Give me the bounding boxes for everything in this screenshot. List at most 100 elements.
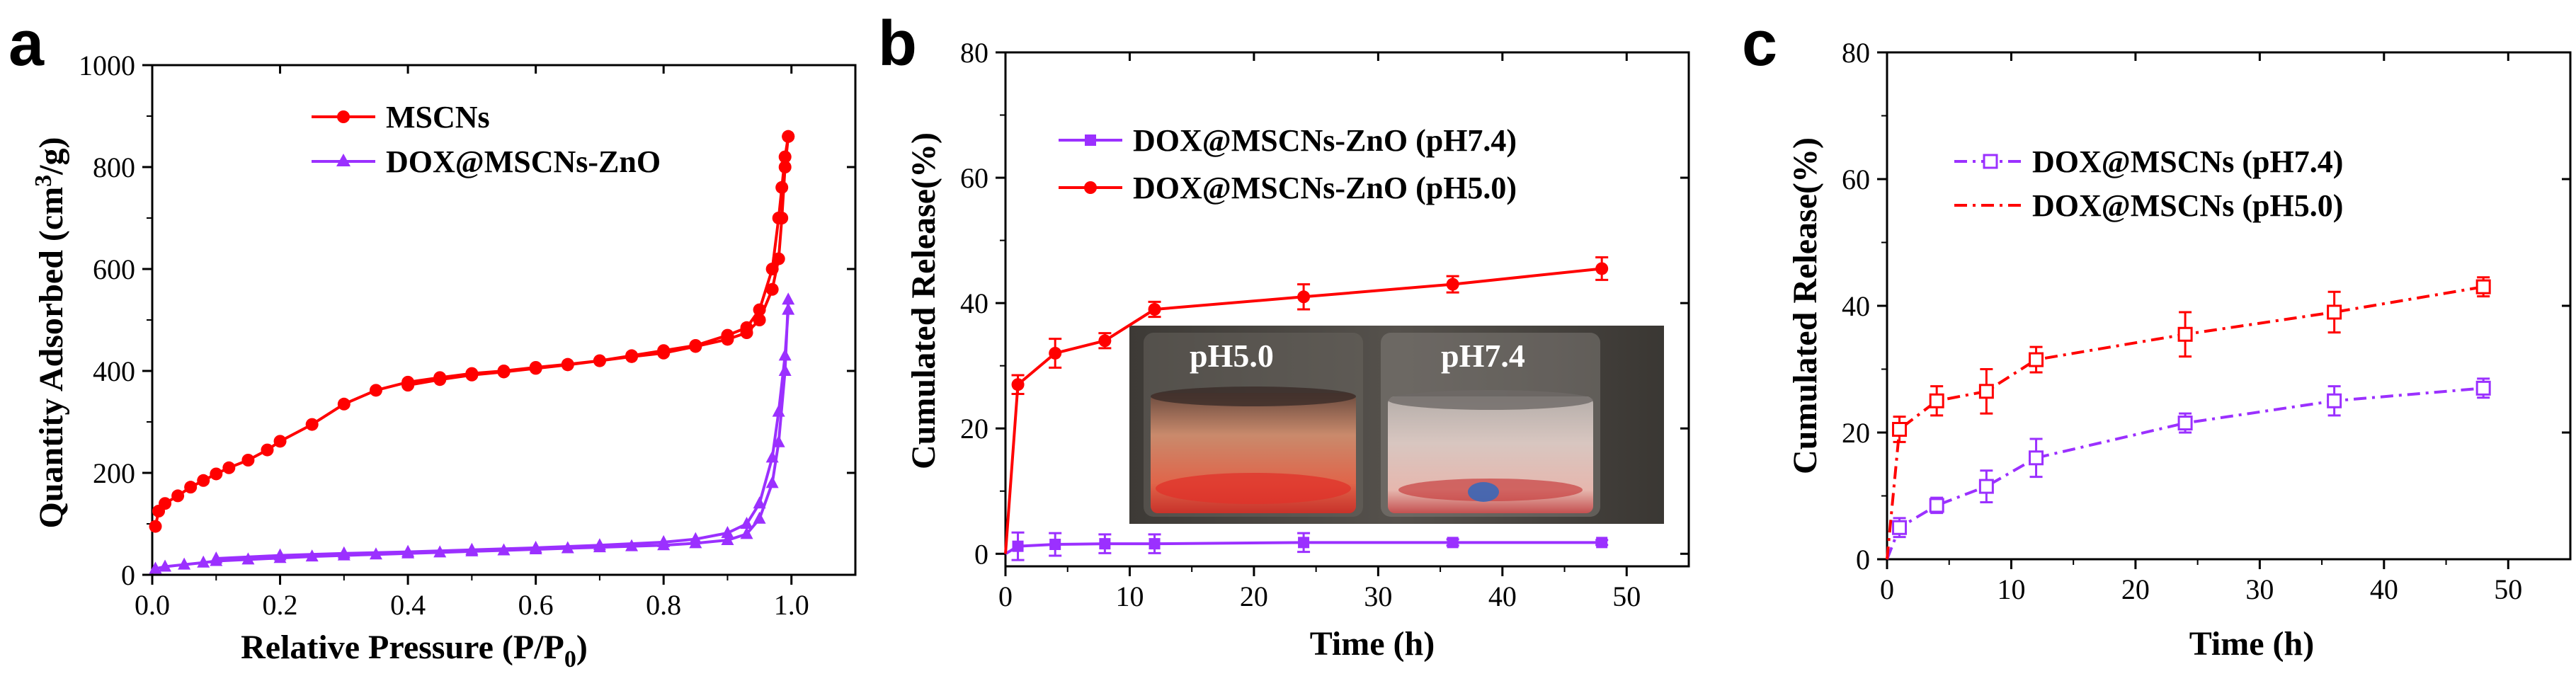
data-point [593,354,606,367]
x-tick-label: 10 [1115,580,1144,612]
data-point [778,150,792,164]
panel-letter-a: a [8,8,45,79]
legend-label-dox-mscns-zno: DOX@MSCNs-ZnO [386,144,661,179]
series-0-1 [149,292,795,574]
data-point [778,161,792,173]
data-point [782,292,795,305]
data-point [689,532,702,544]
data-point [149,561,162,574]
x-tick-label: 50 [2494,573,2522,605]
data-point [149,520,162,533]
data-point [159,559,172,572]
data-point [772,212,785,224]
data-point [2177,416,2193,431]
data-point [657,344,671,357]
data-point [765,282,779,296]
data-point [1892,422,1908,437]
y-axis-title-b: Cumulated Release(%) [905,132,942,469]
x-tick-label: 40 [2370,573,2398,605]
data-point [1892,520,1908,535]
data-point [273,548,287,561]
y-tick-label: 40 [1842,290,1870,322]
x-tick-label: 40 [1488,580,1517,612]
panel-a: a 0.0 0.2 0.4 0.6 0.8 1.0 0 200 400 600 800 1000 Re… [8,8,857,673]
data-point [775,181,789,194]
x-tick-label: 30 [1364,580,1392,612]
legend-b: DOX@MSCNs-ZnO (pH7.4) DOX@MSCNs-ZnO (pH5… [1059,123,1517,205]
x-tick-label: 0.0 [135,589,170,621]
data-point [721,525,734,538]
data-point [753,303,766,316]
data-point [1297,290,1311,304]
data-point [1446,277,1459,291]
data-point [593,538,606,551]
inset-photo: pH5.0 pH7.4 [1129,326,1664,524]
x-tick-label: 0.6 [518,589,554,621]
series-0-0 [149,130,795,533]
y-tick-label: 20 [1842,417,1870,449]
data-point [753,511,766,524]
data-point [1148,303,1161,316]
data-point [465,368,479,382]
data-point [337,397,351,411]
plot-frame [1004,51,1690,568]
data-point [241,454,255,467]
legend-marker-mscns [337,110,350,123]
data-point [337,546,351,559]
data-point [1099,538,1111,550]
series-1-1 [1004,256,1609,554]
data-point [184,481,198,494]
series-line [154,135,790,527]
data-point [2029,352,2044,367]
x-tick-label: 0.4 [390,589,426,621]
data-point [433,373,447,387]
data-point [241,552,255,565]
legend-marker-dox-mscns-zno [336,154,351,166]
data-point [625,349,639,362]
data-point [721,533,734,546]
x-tick-label: 50 [1612,580,1641,612]
data-point [1011,378,1025,391]
x-tick-label: 1.0 [774,589,809,621]
data-point [1149,538,1161,550]
y-tick-label: 80 [1842,37,1870,69]
data-point [369,384,382,397]
x-axis-title-a: Relative Pressure (P/P0) [241,629,588,673]
data-point [1098,334,1112,348]
data-point [497,365,511,379]
ticks-b: 0 10 20 30 40 50 0 20 40 60 80 [960,37,1689,612]
data-point [765,263,779,275]
y-axis-title-c: Cumulated Release(%) [1786,137,1824,474]
legend-marker-zno-ph74 [1085,135,1096,146]
data-point [625,539,639,551]
y-tick-label: 400 [93,355,135,387]
y-tick-label: 0 [121,559,135,591]
data-point [171,489,185,503]
data-point [1596,537,1608,549]
data-point [2327,304,2342,320]
x-tick-label: 20 [1240,580,1268,612]
data-point [765,450,779,463]
legend-label-zno-ph74: DOX@MSCNs-ZnO (pH7.4) [1133,123,1517,158]
y-tick-label: 0 [1856,544,1870,576]
data-point [222,461,236,474]
x-tick-label: 10 [1997,573,2025,605]
data-point [782,130,795,143]
series-line [1004,541,1602,556]
series-2-1 [1886,276,2491,560]
data-point [178,557,191,570]
panel-c: c 0 10 20 30 40 50 0 20 40 60 80 Time (h) Cumulate… [1742,8,2572,663]
x-axis-title-c: Time (h) [2189,625,2314,663]
data-point [2475,279,2491,294]
legend-label-mscns: MSCNs [386,100,490,135]
series-2-0 [1886,377,2491,560]
ticks-c: 0 10 20 30 40 50 0 20 40 60 80 [1842,37,2570,605]
y-tick-label: 600 [93,253,135,285]
data-point [1049,539,1061,551]
y-tick-label: 800 [93,151,135,183]
data-point [2177,326,2193,342]
inset-label-ph5: pH5.0 [1190,338,1274,374]
y-axis-title-a: Quantity Adsorbed (cm3/g) [30,137,70,528]
plot-frame [151,64,857,576]
